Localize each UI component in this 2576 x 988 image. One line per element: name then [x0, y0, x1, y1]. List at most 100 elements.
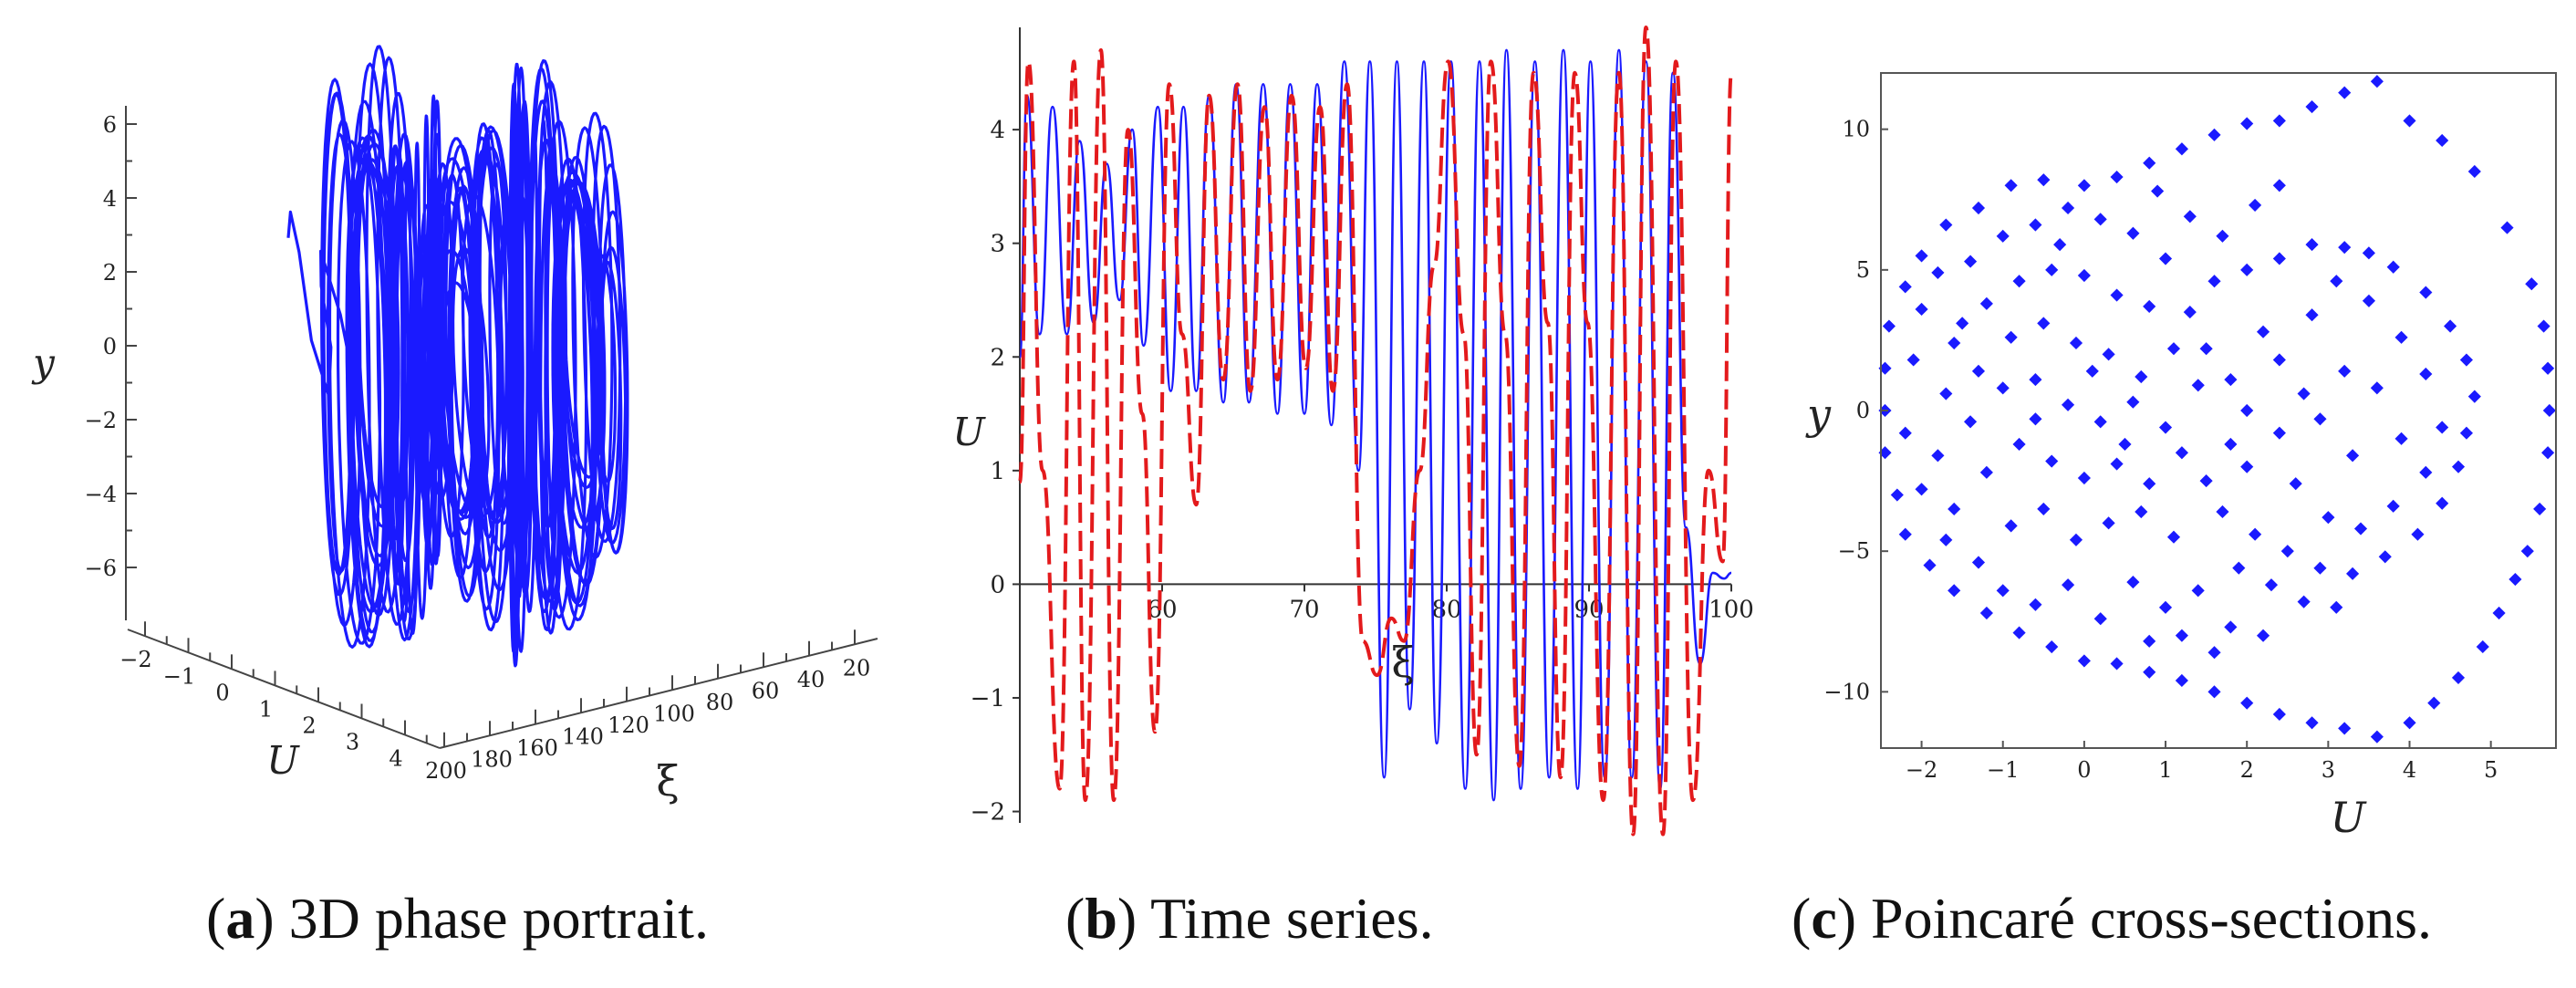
- chart-c-point: [2249, 198, 2262, 212]
- chart-c-point: [2305, 99, 2319, 114]
- chart-a-y-tick-label: 6: [103, 112, 117, 138]
- chart-a-u-axis-label: U: [266, 738, 300, 783]
- chart-c-point: [2370, 730, 2384, 744]
- chart-c-point: [2166, 530, 2181, 544]
- chart-a-xi-tick-label: 140: [562, 723, 604, 749]
- chart-c-point: [2232, 561, 2246, 575]
- chart-c-point: [1979, 606, 1993, 620]
- chart-c-point: [2061, 398, 2075, 411]
- chart-a-u-axis-line: [127, 629, 441, 749]
- chart-c-point: [2143, 477, 2156, 491]
- chart-c-point: [2411, 527, 2425, 541]
- chart-c-point: [1971, 201, 1986, 215]
- chart-c-point: [1939, 387, 1953, 400]
- chart-c-point: [2183, 306, 2197, 319]
- chart-c-plot-frame: [1880, 72, 2557, 749]
- chart-c-point: [2305, 308, 2319, 322]
- chart-c-y-tick-label: 10: [1842, 117, 1870, 142]
- chart-b-x-tick-label: 80: [1431, 596, 1461, 623]
- chart-a-u-tick-label: −1: [163, 663, 195, 689]
- chart-c-point: [1979, 296, 1993, 310]
- chart-c-point: [2394, 330, 2408, 344]
- chart-c-point: [2427, 696, 2441, 710]
- chart-c-point: [2297, 595, 2311, 608]
- chart-c-point: [2322, 511, 2335, 525]
- chart-a-y-tick-label: −4: [85, 482, 117, 507]
- chart-c-x-tick-label: 4: [2403, 757, 2416, 783]
- chart-c-point: [2037, 317, 2051, 330]
- caption-a-text: 3D phase portrait.: [274, 886, 709, 951]
- chart-c-point: [2338, 364, 2352, 378]
- chart-c-point: [2175, 446, 2188, 460]
- chart-c-point: [2166, 342, 2181, 356]
- chart-c-point: [1931, 449, 1945, 463]
- chart-c-point: [2419, 286, 2433, 299]
- chart-c-point: [2004, 330, 2018, 344]
- chart-c-point: [1898, 527, 1912, 541]
- chart-c-point: [2093, 415, 2107, 429]
- chart-b-y-tick-label: 0: [990, 571, 1005, 598]
- chart-c-y-tick-label: −5: [1838, 538, 1870, 564]
- chart-b-x-tick-label: 100: [1709, 596, 1754, 623]
- chart-c-point: [2143, 299, 2156, 313]
- chart-c-point: [2135, 504, 2148, 519]
- chart-c-point: [1915, 483, 1928, 496]
- chart-c-x-tick-label: 2: [2240, 757, 2254, 783]
- chart-c-point: [2143, 634, 2156, 648]
- chart-c-point: [2256, 325, 2270, 338]
- chart-c-point: [1948, 584, 1961, 598]
- chart-a-xi-tick-label: 200: [425, 758, 467, 784]
- chart-c-point: [2102, 516, 2115, 530]
- chart-c-point: [2240, 263, 2254, 276]
- chart-b-x-axis-label: ξ: [1391, 638, 1414, 687]
- chart-c-point: [2386, 499, 2400, 513]
- chart-c-points: [1878, 75, 2556, 744]
- chart-c-point: [1971, 556, 1986, 569]
- chart-c-point: [2224, 620, 2238, 634]
- chart-c-point: [1996, 229, 2010, 243]
- chart-c-point: [2330, 600, 2343, 614]
- caption-c-text: Poincaré cross-sections.: [1856, 886, 2432, 951]
- chart-c-point: [2378, 550, 2392, 564]
- chart-c-point: [2207, 275, 2221, 288]
- chart-c-point: [2330, 275, 2343, 288]
- chart-c-point: [1939, 533, 1953, 546]
- chart-c-point: [1948, 502, 1961, 516]
- chart-c-point: [2444, 319, 2457, 333]
- chart-b-y-tick-label: 1: [990, 458, 1005, 485]
- chart-a-u-tick-label: 1: [259, 696, 273, 722]
- chart-c-point: [1890, 488, 1904, 502]
- chart-c-point: [2419, 367, 2433, 381]
- chart-c-point: [2346, 567, 2360, 580]
- chart-c-y-tick-label: −10: [1823, 679, 1870, 704]
- chart-c-point: [2224, 437, 2238, 452]
- chart-c-point: [1931, 265, 1945, 279]
- chart-c-point: [2183, 210, 2197, 224]
- chart-c-point: [2207, 646, 2221, 660]
- caption-b-letter: b: [1085, 886, 1117, 951]
- chart-c-point: [2077, 471, 2091, 485]
- chart-c-point: [2069, 336, 2083, 350]
- chart-c-point: [2240, 117, 2254, 130]
- chart-c-point: [2264, 578, 2279, 592]
- chart-c-point: [2004, 519, 2018, 533]
- chart-c-point: [2029, 218, 2042, 232]
- caption-a: (a) 3D phase portrait.: [206, 886, 709, 951]
- chart-c-point: [2476, 640, 2489, 654]
- chart-c-point: [2541, 446, 2555, 460]
- chart-c-point: [2370, 381, 2384, 395]
- chart-c-point: [1963, 415, 1978, 429]
- chart-c-point: [2110, 170, 2124, 184]
- chart-c-point: [1996, 584, 2010, 598]
- chart-c-point: [2451, 460, 2466, 473]
- chart-c-point: [2224, 372, 2238, 387]
- chart-c-point: [2394, 432, 2408, 445]
- chart-a-y-tick-label: −2: [85, 408, 117, 433]
- chart-c-point: [2240, 403, 2254, 418]
- chart-c-point: [2305, 716, 2319, 730]
- chart-c-y-tick-label: 5: [1856, 257, 1870, 283]
- chart-c-point: [2216, 229, 2229, 243]
